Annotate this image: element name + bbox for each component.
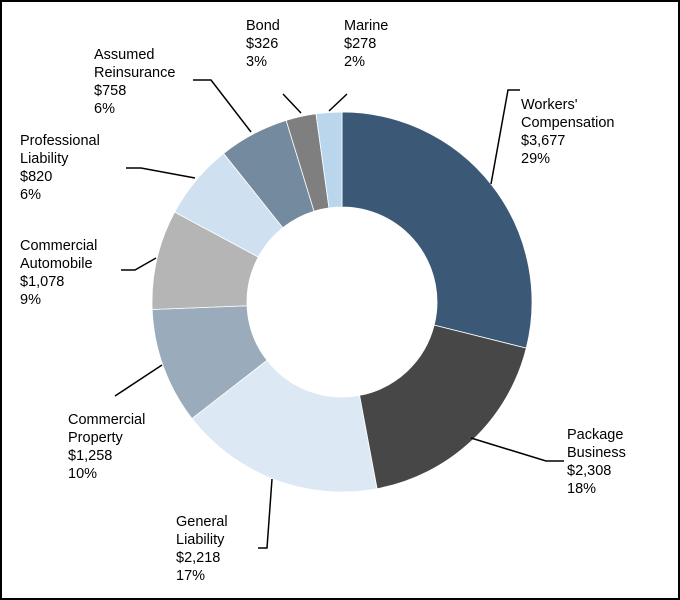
data-label-workers-compensation: Workers' Compensation $3,677 29% xyxy=(521,96,615,168)
label-name: Liability xyxy=(20,151,69,167)
label-percent: 9% xyxy=(20,292,41,308)
label-name: Assumed xyxy=(94,47,155,63)
label-name: Bond xyxy=(246,18,280,34)
leader-line-professional-liability xyxy=(126,167,196,179)
data-label-professional-liability: Professional Liability $820 6% xyxy=(20,132,100,204)
label-name: Reinsurance xyxy=(94,65,176,81)
leader-line-bond xyxy=(282,93,302,114)
label-value: $326 xyxy=(246,36,279,52)
label-value: $3,677 xyxy=(521,133,566,149)
label-name: Workers' xyxy=(521,97,578,113)
leader-line-marine xyxy=(328,93,348,112)
label-percent: 10% xyxy=(68,466,98,482)
label-value: $2,218 xyxy=(176,550,221,566)
label-name: Liability xyxy=(176,532,225,548)
label-name: Commercial xyxy=(20,238,98,254)
label-value: $1,078 xyxy=(20,274,65,290)
leader-line-general-liability xyxy=(258,478,273,549)
label-percent: 29% xyxy=(521,151,551,167)
label-name: Package xyxy=(567,427,624,443)
data-label-assumed-reinsurance: Assumed Reinsurance $758 6% xyxy=(94,46,175,118)
label-value: $758 xyxy=(94,83,127,99)
label-value: $2,308 xyxy=(567,463,612,479)
label-name: Professional xyxy=(20,133,100,149)
label-percent: 18% xyxy=(567,481,597,497)
label-percent: 6% xyxy=(94,101,115,117)
donut-slice-package-business xyxy=(359,324,527,490)
label-name: Compensation xyxy=(521,115,615,131)
donut-slice-workers-compensation xyxy=(341,111,533,349)
leader-line-package-business xyxy=(470,437,564,462)
leader-line-assumed-reinsurance xyxy=(193,79,252,133)
data-label-general-liability: General Liability $2,218 17% xyxy=(176,513,228,585)
donut-slice-marine xyxy=(315,111,343,209)
label-name: Automobile xyxy=(20,256,93,272)
label-percent: 3% xyxy=(246,54,267,70)
data-label-bond: Bond $326 3% xyxy=(246,17,280,71)
data-label-commercial-property: Commercial Property $1,258 10% xyxy=(68,411,145,483)
data-label-commercial-automobile: Commercial Automobile $1,078 9% xyxy=(20,237,97,309)
leader-line-commercial-automobile xyxy=(121,257,157,271)
label-name: Marine xyxy=(344,18,389,34)
label-name: General xyxy=(176,514,228,530)
label-percent: 6% xyxy=(20,187,41,203)
data-label-package-business: Package Business $2,308 18% xyxy=(567,426,626,498)
label-percent: 17% xyxy=(176,568,206,584)
leader-line-workers-compensation xyxy=(490,89,520,185)
label-percent: 2% xyxy=(344,54,365,70)
label-value: $820 xyxy=(20,169,53,185)
label-name: Property xyxy=(68,430,123,446)
label-name: Business xyxy=(567,445,626,461)
donut-slice-general-liability xyxy=(191,359,378,493)
label-value: $1,258 xyxy=(68,448,113,464)
label-name: Commercial xyxy=(68,412,146,428)
leader-line-commercial-property xyxy=(114,364,163,397)
data-label-marine: Marine $278 2% xyxy=(344,17,388,71)
label-value: $278 xyxy=(344,36,377,52)
